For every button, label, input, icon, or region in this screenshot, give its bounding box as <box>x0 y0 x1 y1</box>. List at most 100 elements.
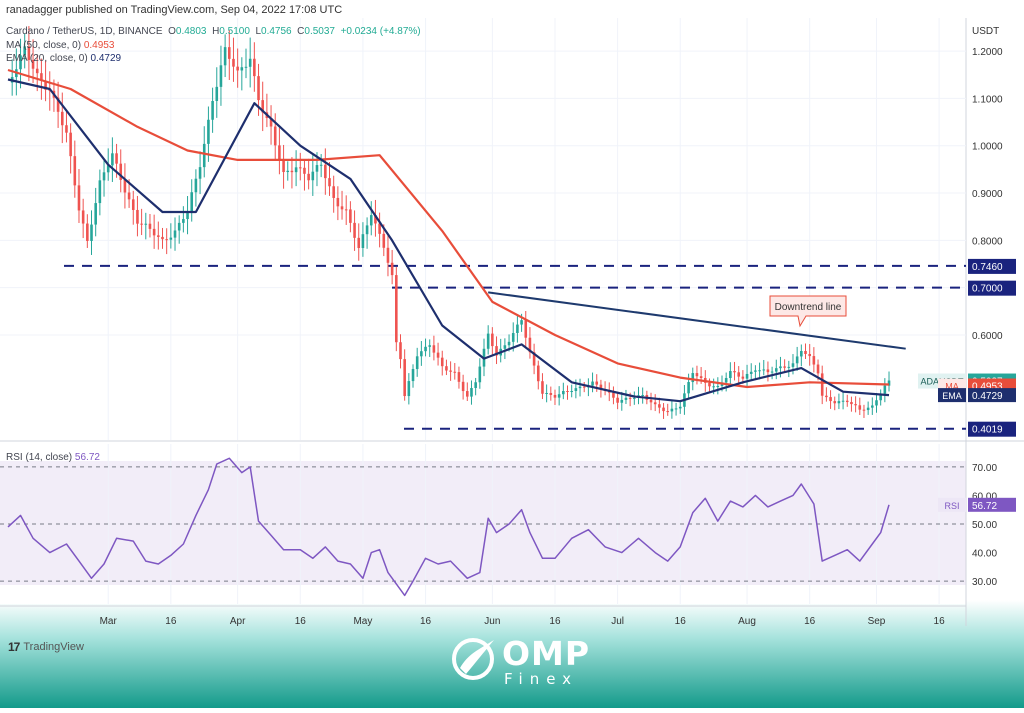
candle-body <box>65 125 68 133</box>
candle-body <box>186 211 189 220</box>
price-tick-label: 1.1000 <box>972 94 1003 105</box>
candle-body <box>862 409 866 411</box>
candle-body <box>319 164 323 166</box>
candle-body <box>282 160 285 173</box>
symbol-ohlc: Cardano / TetherUS, 1D, BINANCE O0.4803 … <box>6 26 421 37</box>
candle-body <box>148 223 152 229</box>
candle-body <box>215 86 219 101</box>
candle-body <box>787 366 791 368</box>
candle-body <box>729 371 732 379</box>
candle-body <box>708 382 711 387</box>
candle-body <box>582 386 586 388</box>
rsi-tick-label: 40.00 <box>972 549 997 560</box>
candle-body <box>712 386 715 388</box>
candle-body <box>449 370 452 372</box>
candle-body <box>808 353 811 357</box>
candle-body <box>791 363 795 367</box>
candle-body <box>716 386 720 388</box>
open-label: O <box>168 26 176 37</box>
price-tick-label: 1.0000 <box>972 142 1003 153</box>
rsi-tick-label: 50.00 <box>972 520 997 531</box>
ma-legend-value: 0.4953 <box>83 40 115 51</box>
candle-body <box>127 192 131 200</box>
candle-body <box>666 411 670 413</box>
ema-tag-name: EMA <box>942 391 962 401</box>
level-tag-text: 0.7460 <box>972 262 1003 273</box>
candle-body <box>336 197 340 207</box>
tradingview-logo: 17 TradingView <box>8 640 84 654</box>
candle-body <box>658 404 661 408</box>
candle-body <box>294 167 298 173</box>
candle-body <box>574 388 578 391</box>
time-tick-label: 16 <box>420 616 432 627</box>
brand-swoosh-icon <box>452 638 494 680</box>
rsi-legend: RSI (14, close) 56.72 <box>6 452 100 463</box>
candle-body <box>344 209 348 211</box>
price-tick-label: 0.8000 <box>972 236 1003 247</box>
candle-body <box>633 397 636 399</box>
time-tick-label: 16 <box>934 616 946 627</box>
candle-body <box>23 46 26 56</box>
time-tick-label: 16 <box>549 616 561 627</box>
candle-body <box>261 100 264 113</box>
level-tag-bg <box>968 280 1016 296</box>
candle-body <box>240 67 244 71</box>
candle-body <box>774 368 778 372</box>
candle-body <box>866 407 870 411</box>
candle-body <box>144 223 148 225</box>
candle-body <box>524 320 528 338</box>
candle-body <box>374 215 377 224</box>
candle-body <box>440 357 444 367</box>
candle-body <box>653 402 657 405</box>
candle-body <box>173 230 177 238</box>
low-label: L <box>255 26 262 37</box>
candle-body <box>453 371 457 373</box>
candle-body <box>31 59 35 69</box>
candle-body <box>386 247 390 263</box>
candle-body <box>428 345 432 347</box>
candle-body <box>762 369 766 371</box>
candle-body <box>562 391 565 395</box>
candle-body <box>236 66 239 71</box>
candle-body <box>328 178 331 187</box>
candle-body <box>595 381 599 385</box>
axis-tags: 0.74600.70000.4019ADAUSDT0.503706:51:03M… <box>918 258 1016 512</box>
footer-band <box>0 600 1024 708</box>
candle-body <box>641 394 644 396</box>
candle-body <box>616 397 619 403</box>
candle-body <box>549 392 553 395</box>
candle-body <box>628 397 632 399</box>
candle-body <box>649 399 653 403</box>
candle-body <box>624 397 628 400</box>
candle-body <box>407 381 411 397</box>
candle-body <box>741 376 745 379</box>
symbol-line: Cardano / TetherUS, 1D, BINANCE <box>6 26 163 37</box>
level-tag-bg <box>968 258 1016 274</box>
candle-body <box>298 167 302 169</box>
candle-body <box>845 400 849 403</box>
level-tag-bg <box>968 421 1016 437</box>
tradingview-name: TradingView <box>23 641 84 653</box>
candle-body <box>578 386 582 389</box>
candle-body <box>411 369 415 382</box>
candle-body <box>733 371 736 373</box>
candle-body <box>369 215 373 226</box>
time-tick-label: Apr <box>230 616 246 627</box>
candle-body <box>403 359 406 397</box>
candle-body <box>670 408 674 412</box>
candle-body <box>86 223 89 241</box>
candle-body <box>357 237 361 249</box>
candle-body <box>620 399 624 403</box>
candle-body <box>303 167 306 174</box>
time-tick-label: Aug <box>738 616 756 627</box>
candle-body <box>315 165 319 172</box>
candle-body <box>887 380 891 386</box>
time-tick-label: 16 <box>675 616 687 627</box>
time-tick-label: Jul <box>611 616 624 627</box>
candle-body <box>219 65 223 87</box>
open-value: 0.4803 <box>175 26 207 37</box>
candle-body <box>248 58 252 67</box>
candle-body <box>520 320 523 325</box>
rsi-series <box>0 457 966 597</box>
candle-body <box>307 173 310 181</box>
